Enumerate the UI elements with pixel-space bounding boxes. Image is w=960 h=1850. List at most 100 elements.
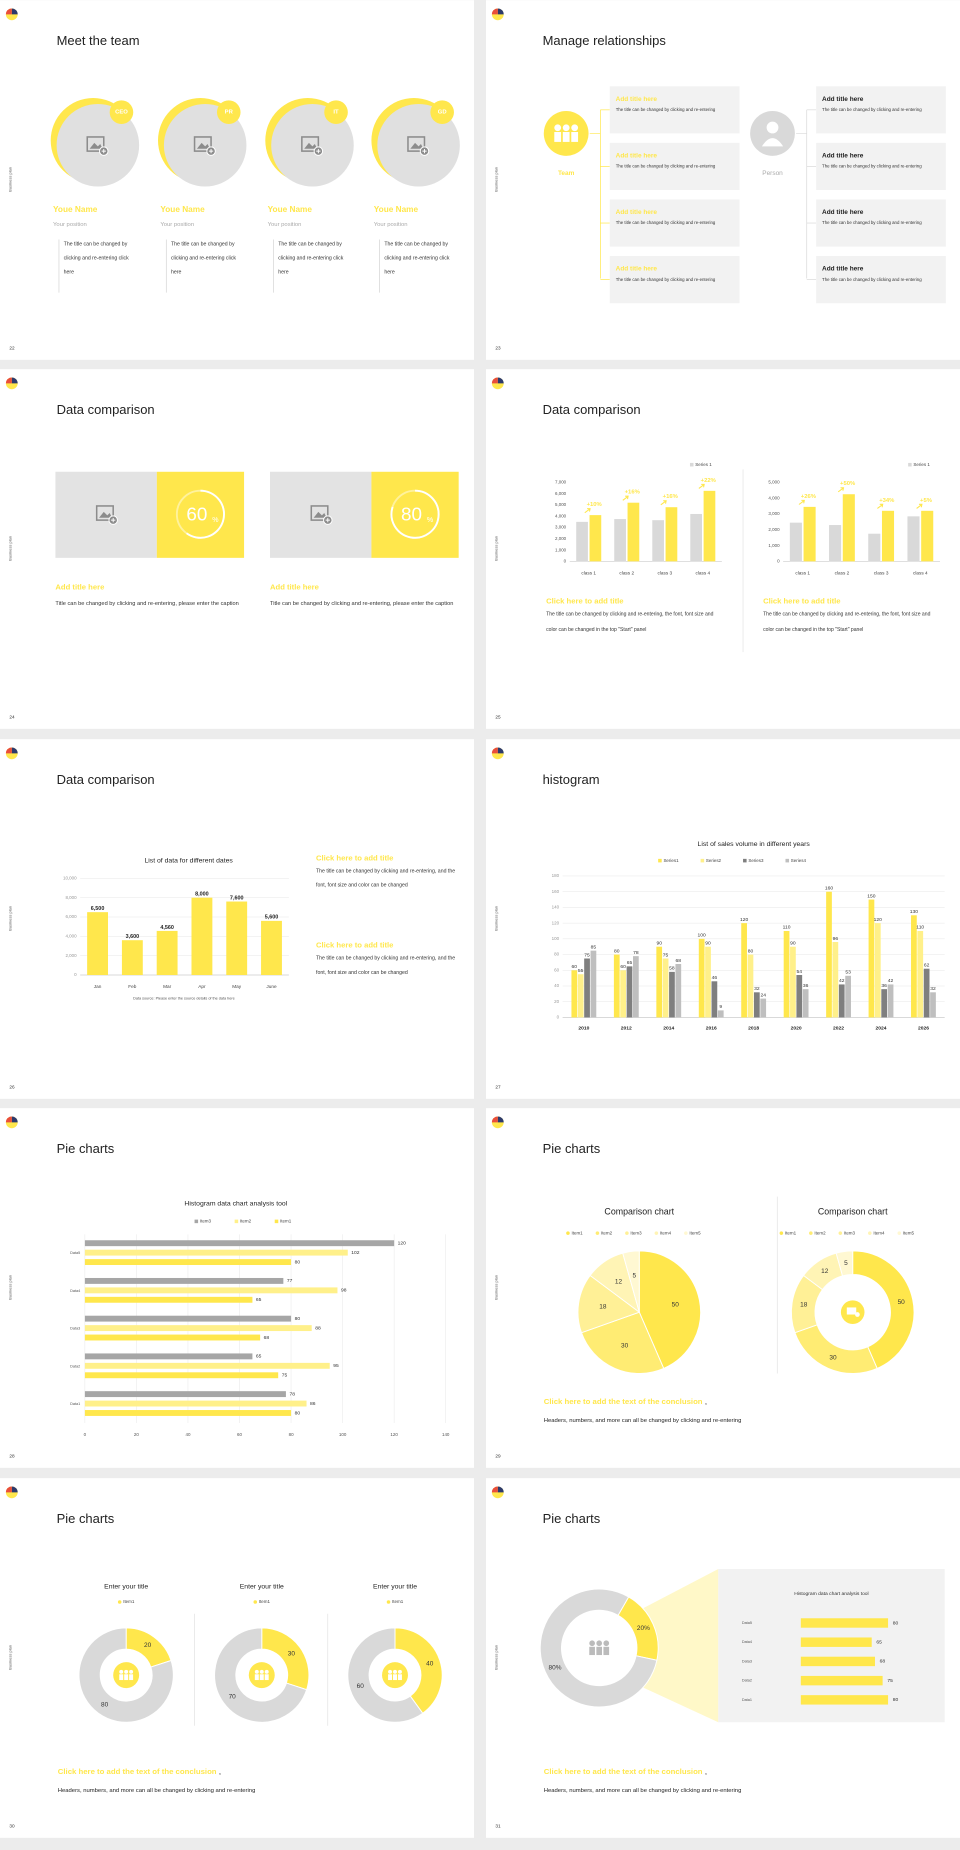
- legend-swatch: [194, 1219, 199, 1224]
- annotation: +22%: [701, 478, 717, 484]
- item-box: [609, 142, 740, 191]
- logo: [497, 1116, 504, 1123]
- people-icon: [254, 1674, 259, 1681]
- slide: Business plan 26 Data comparison List of da…: [0, 739, 474, 1099]
- bar: [911, 915, 917, 1018]
- bar: [84, 1400, 307, 1407]
- pie-label: 5: [632, 1272, 636, 1279]
- chart-text-box: The title can be changed by clicking and…: [546, 611, 713, 632]
- bar: [84, 1249, 348, 1256]
- member-name: Youe Name: [160, 205, 205, 214]
- logo: [11, 747, 18, 754]
- data-label: 80: [893, 1697, 899, 1703]
- legend-swatch: [654, 1231, 659, 1235]
- image-icon: [86, 136, 105, 152]
- data-label: 53: [845, 970, 851, 976]
- person-label: Person: [762, 170, 783, 177]
- y-tick-label: Data4: [742, 1640, 752, 1644]
- item-text-box: The title can be changed by clicking and…: [822, 221, 922, 226]
- bar: [747, 954, 754, 1018]
- bar: [842, 494, 855, 562]
- x-tick-label: Feb: [128, 984, 136, 989]
- card-unit: %: [212, 517, 219, 524]
- y-tick-label: 60: [554, 967, 559, 972]
- conclusion-heading: Click here to add the text of the conclu…: [58, 1767, 217, 1776]
- y-tick-label: 6,000: [555, 491, 567, 496]
- annotation: +26%: [801, 494, 817, 500]
- x-tick-label: 80: [289, 1432, 294, 1437]
- legend-swatch: [809, 1231, 813, 1235]
- y-tick-label: Data3: [70, 1327, 80, 1331]
- bar: [614, 519, 626, 562]
- side-label: Business plan: [8, 906, 13, 931]
- y-tick-label: 4,000: [65, 934, 77, 939]
- conclusion-comma: ,: [705, 1397, 707, 1406]
- data-label: 98: [341, 1288, 347, 1294]
- data-label: 95: [333, 1363, 339, 1369]
- image-icon: [407, 136, 426, 152]
- slide-number: 28: [9, 1453, 15, 1458]
- block-text: The title can be changed by clicking and…: [316, 867, 456, 889]
- card-text: Title can be changed by clicking and re-…: [55, 601, 239, 608]
- highlight: [639, 1568, 719, 1723]
- legend-swatch: [684, 1231, 688, 1235]
- side-label: Business plan: [494, 167, 499, 192]
- conclusion-comma: ,: [705, 1767, 707, 1776]
- member-position: Your position: [53, 222, 87, 228]
- pie-slice: [577, 1274, 641, 1334]
- chart-title: Comparison chart: [818, 1206, 888, 1216]
- people-icon: [259, 1674, 264, 1681]
- x-tick-label: 2018: [748, 1025, 759, 1031]
- data-label: 68: [264, 1335, 270, 1341]
- annotation: +34%: [879, 498, 895, 504]
- annotation: +10%: [587, 502, 603, 508]
- data-label: 8,000: [195, 892, 209, 898]
- card-panel: [156, 471, 245, 558]
- data-label: 5,600: [265, 915, 279, 921]
- people-icon: [603, 1646, 610, 1656]
- legend-label: Item5: [903, 1230, 915, 1235]
- side-label: Business plan: [8, 1645, 13, 1670]
- x-tick-label: 100: [339, 1432, 347, 1437]
- people-icon: [571, 124, 579, 132]
- legend-swatch: [908, 462, 912, 467]
- item-title: Add title here: [822, 96, 864, 103]
- bar: [829, 525, 842, 562]
- data-label: 75: [282, 1373, 288, 1379]
- legend-label: Item3: [630, 1230, 642, 1235]
- data-label: 80: [295, 1316, 301, 1322]
- legend-label: Series2: [706, 858, 722, 863]
- x-tick-label: class 3: [874, 570, 889, 575]
- slide-title: Pie charts: [543, 1141, 601, 1156]
- slide: Business plan 29 Pie charts Comparison char…: [486, 1108, 960, 1468]
- bar: [921, 510, 934, 562]
- chart-heading: Click here to add title: [763, 597, 840, 606]
- pie-slice: [638, 1250, 702, 1370]
- data-label: 75: [663, 952, 669, 958]
- legend-label: Item2: [601, 1230, 613, 1235]
- pie-label: 80: [101, 1701, 109, 1708]
- slide-title: Data comparison: [543, 402, 641, 417]
- slide: Business plan 30 Pie charts Enter your titl…: [0, 1478, 474, 1838]
- bar: [632, 956, 639, 1018]
- bar: [156, 930, 178, 976]
- block-text-box: The title can be changed by clicking and…: [316, 867, 456, 889]
- annotation-arrow: [916, 503, 923, 509]
- bar: [838, 984, 845, 1018]
- conclusion-comma: ,: [219, 1767, 221, 1776]
- legend-swatch: [234, 1219, 239, 1224]
- legend-swatch: [658, 858, 662, 863]
- y-tick-label: 0: [557, 1015, 560, 1020]
- legend-label: Item1: [571, 1230, 583, 1235]
- y-tick-label: 4,000: [555, 513, 567, 518]
- card-title: Add title here: [270, 582, 319, 591]
- item-text: The title can be changed by clicking and…: [822, 164, 922, 169]
- item-text: The title can be changed by clicking and…: [615, 277, 716, 282]
- bar: [665, 507, 678, 562]
- member-text: The title can be changed by clicking and…: [170, 240, 237, 275]
- bar: [87, 912, 109, 976]
- bar: [703, 490, 716, 562]
- slide: Business plan 23 Manage relationships Team A…: [486, 0, 960, 360]
- y-tick-label: 0: [777, 559, 780, 564]
- data-label: 65: [256, 1297, 262, 1303]
